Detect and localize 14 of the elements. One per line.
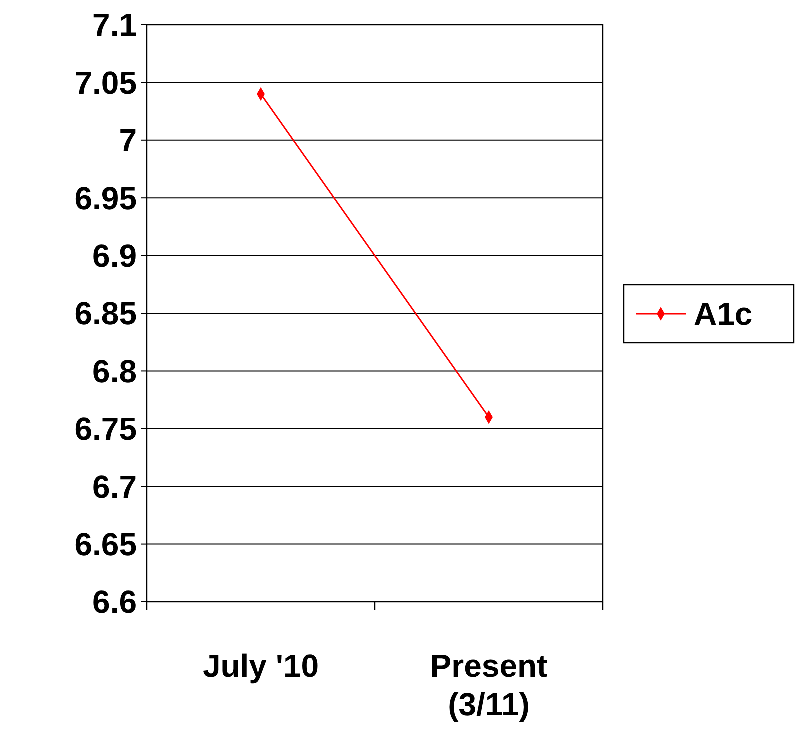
x-tick-label: July '10 [202,648,320,684]
y-tick-label: 7 [119,122,137,159]
y-tick-label: 6.6 [92,584,137,620]
x-tick-label: Present (3/11) [430,648,548,722]
legend-label: A1c [694,296,753,332]
y-tick-label: 6.9 [92,238,137,274]
y-tick-label: 6.8 [92,353,137,390]
y-tick-label: 6.85 [74,296,137,332]
y-tick-label: 6.7 [92,468,137,505]
y-tick-label: 6.65 [74,526,137,562]
y-tick-label: 6.95 [74,180,137,216]
y-tick-label: 7.1 [92,7,137,44]
y-tick-label: 7.05 [74,64,137,101]
y-tick-label: 6.75 [74,411,137,448]
